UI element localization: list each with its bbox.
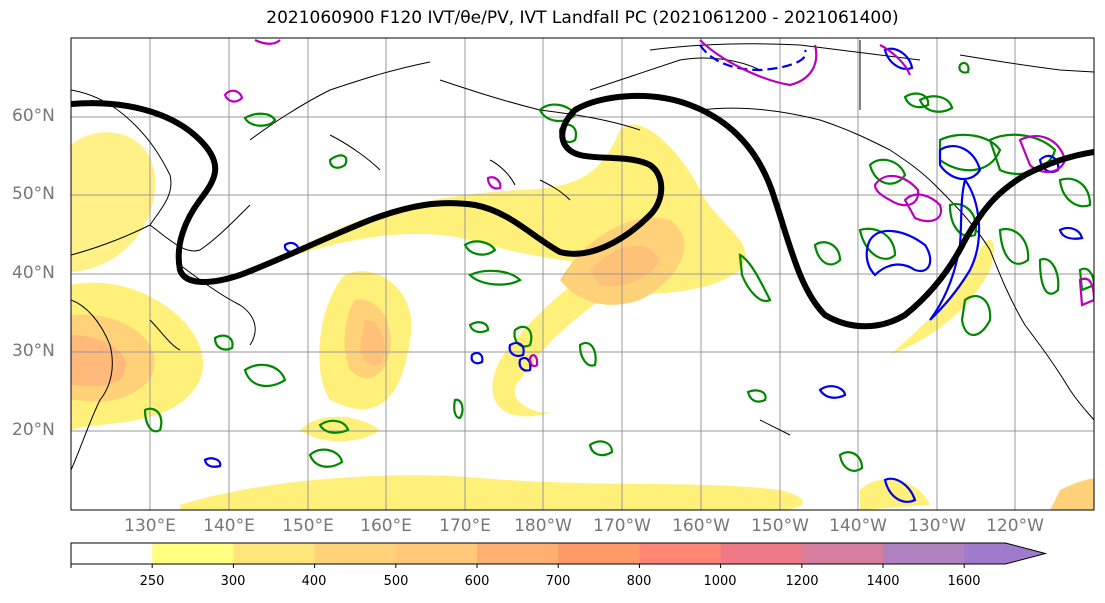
lon-label-170e: 170°E [439,516,491,536]
lon-label-150e: 150°E [282,516,334,536]
map-frame [70,37,1095,511]
lon-label-140e: 140°E [203,516,255,536]
colorbar-tick-label: 800 [626,574,652,589]
colorbar-tick-label: 1200 [785,574,819,589]
colorbar-tick-label: 700 [545,574,571,589]
lat-label-40n: 40°N [12,263,55,283]
colorbar-segment [801,543,884,564]
lon-label-170w: 170°W [593,516,651,536]
lat-label-60n: 60°N [12,106,55,126]
colorbar-tick-label: 250 [139,574,165,589]
colorbar-tick-label: 500 [383,574,409,589]
lon-label-180w: 180°W [514,516,572,536]
lon-label-150w: 150°W [751,516,809,536]
lon-label-160w: 160°W [672,516,730,536]
colorbar-tick-label: 400 [301,574,327,589]
colorbar-extend-arrow [964,543,1046,564]
colorbar-segment [314,543,397,564]
ivt-pc-contour [71,92,1094,330]
colorbar-segment [558,543,640,564]
lon-label-140w: 140°W [829,516,887,536]
lat-label-30n: 30°N [12,341,55,361]
colorbar-tick-label: 600 [464,574,490,589]
colorbar-segment [639,543,722,564]
lat-label-20n: 20°N [12,420,55,440]
colorbar-segment [477,543,559,564]
colorbar-segment [152,543,234,564]
colorbar-tick-label: 1600 [947,574,981,589]
colorbar-tick-label: 1000 [703,574,737,589]
colorbar-segment [71,543,153,564]
lat-label-50n: 50°N [12,184,55,204]
lon-label-160e: 160°E [360,516,412,536]
map-title: 2021060900 F120 IVT/θe/PV, IVT Landfall … [266,8,899,28]
theta-e-contours [203,44,1084,503]
colorbar-segment [233,543,316,564]
ivt-shading [71,124,1094,510]
graticule [71,38,1094,510]
colorbar-segment [720,543,803,564]
colorbar-outline [70,542,1048,565]
colorbar-tick-label: 300 [220,574,246,589]
lon-label-120w: 120°W [986,516,1044,536]
colorbar-tick-label: 1400 [866,574,900,589]
lon-label-130w: 130°W [908,516,966,536]
colorbar-segment [395,543,478,564]
green-contours [143,61,1094,472]
colorbar [70,542,1048,568]
colorbar-segment [883,543,965,564]
pv-contours [223,39,1094,368]
lon-label-130e: 130°E [124,516,176,536]
